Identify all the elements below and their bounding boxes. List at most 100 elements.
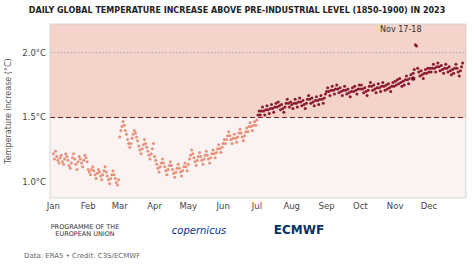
point xyxy=(81,165,84,168)
point xyxy=(83,154,86,157)
point xyxy=(114,177,117,180)
point xyxy=(456,67,459,70)
point xyxy=(294,98,297,101)
x-tick-label: Oct xyxy=(353,201,368,211)
point xyxy=(317,103,320,106)
x-tick-label: Jun xyxy=(216,201,230,211)
point xyxy=(420,69,423,72)
point xyxy=(59,156,62,159)
point xyxy=(190,148,193,151)
point xyxy=(298,97,301,100)
point xyxy=(87,168,90,171)
point xyxy=(98,171,101,174)
point xyxy=(412,72,415,75)
point xyxy=(224,142,227,145)
point xyxy=(209,156,212,159)
plot-frame xyxy=(50,24,466,198)
point xyxy=(243,134,246,137)
point xyxy=(143,138,146,141)
point xyxy=(191,152,194,155)
point xyxy=(301,99,304,102)
point xyxy=(280,103,283,106)
point xyxy=(355,93,358,96)
point xyxy=(353,85,356,88)
point xyxy=(57,161,60,164)
y-axis-label: Temperature increase (°C) xyxy=(4,58,13,164)
point xyxy=(159,165,162,168)
point xyxy=(56,159,59,162)
point xyxy=(360,84,363,87)
point xyxy=(63,158,66,161)
point xyxy=(145,146,148,149)
point xyxy=(153,155,156,158)
y-tick-label: 1.5°C xyxy=(22,112,46,122)
point xyxy=(111,169,114,172)
point xyxy=(315,95,318,98)
point xyxy=(109,177,112,180)
point xyxy=(89,173,92,176)
point xyxy=(124,129,127,132)
point xyxy=(116,184,119,187)
point xyxy=(79,158,82,161)
point xyxy=(146,150,149,153)
point xyxy=(155,163,158,166)
point xyxy=(458,74,461,77)
point xyxy=(181,169,184,172)
point xyxy=(363,86,366,89)
point xyxy=(88,171,91,174)
point xyxy=(161,158,164,161)
point xyxy=(377,82,380,85)
point xyxy=(434,71,437,74)
point xyxy=(296,106,299,109)
point xyxy=(77,160,80,163)
x-tick-label: Jan xyxy=(46,201,60,211)
point xyxy=(286,98,289,101)
point xyxy=(310,97,313,100)
point xyxy=(349,95,352,98)
point xyxy=(259,113,262,116)
point xyxy=(442,72,445,75)
point xyxy=(123,124,126,127)
point xyxy=(53,158,56,161)
point xyxy=(198,151,201,154)
point xyxy=(91,165,94,168)
x-tick-label: Dec xyxy=(421,201,438,211)
point xyxy=(288,106,291,109)
point xyxy=(177,163,180,166)
point xyxy=(163,165,166,168)
point xyxy=(389,90,392,93)
credit: Data: ERA5 • Credit: C3S/ECMWF xyxy=(24,252,140,260)
point xyxy=(304,107,307,110)
point xyxy=(195,164,198,167)
point xyxy=(137,145,140,148)
point xyxy=(84,156,87,159)
x-tick-label: Jul xyxy=(251,201,262,211)
point xyxy=(119,129,122,132)
point xyxy=(61,160,64,163)
point xyxy=(219,151,222,154)
point xyxy=(331,85,334,88)
point xyxy=(416,67,419,70)
point xyxy=(65,155,68,158)
point xyxy=(64,152,67,155)
point xyxy=(313,104,316,107)
point xyxy=(407,82,410,85)
point xyxy=(158,171,161,174)
point xyxy=(152,142,155,145)
point xyxy=(70,161,73,164)
shaded-band xyxy=(50,24,466,117)
point xyxy=(335,84,338,87)
point xyxy=(375,91,378,94)
point xyxy=(460,65,463,68)
point xyxy=(246,130,249,133)
point xyxy=(106,174,109,177)
point xyxy=(55,155,58,158)
point xyxy=(398,77,401,80)
point xyxy=(254,124,257,127)
point xyxy=(249,121,252,124)
point xyxy=(192,156,195,159)
point xyxy=(135,135,138,138)
logo-text: PROGRAMME OF THEEUROPEAN UNION xyxy=(51,223,120,238)
y-tick-label: 1.0°C xyxy=(22,177,46,187)
point xyxy=(60,154,63,157)
